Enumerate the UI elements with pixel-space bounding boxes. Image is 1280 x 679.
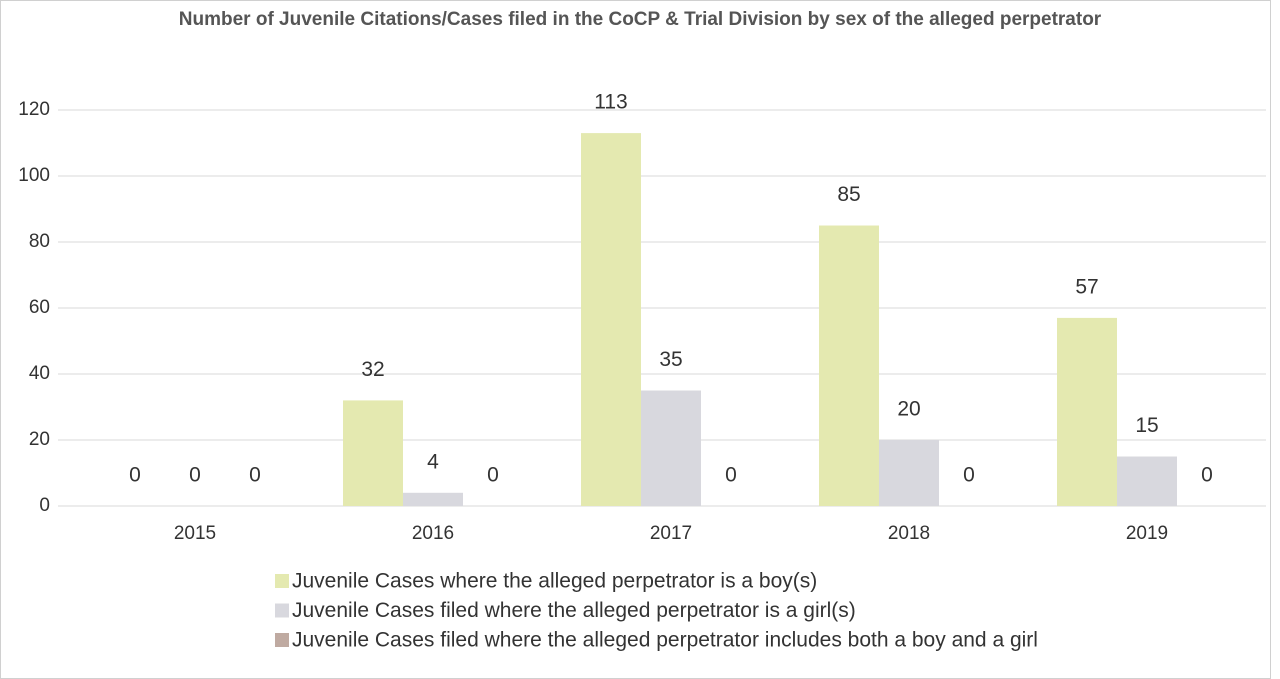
bar [641, 390, 701, 506]
data-label: 113 [594, 91, 627, 114]
data-label: 35 [659, 348, 682, 371]
data-label: 0 [129, 464, 141, 487]
chart-title: Number of Juvenile Citations/Cases filed… [178, 9, 1102, 30]
bar [1117, 456, 1177, 506]
data-label: 0 [963, 464, 975, 487]
data-label: 0 [189, 464, 201, 487]
data-label: 32 [361, 358, 384, 381]
y-tick-label: 40 [29, 363, 50, 384]
data-label: 4 [427, 450, 439, 473]
x-tick-label: 2016 [412, 523, 454, 544]
bar [1057, 317, 1117, 506]
bar [403, 492, 463, 506]
legend-label: Juvenile Cases filed where the alleged p… [292, 599, 856, 622]
legend-swatch [275, 574, 289, 588]
legend-swatch [275, 633, 289, 647]
data-label: 0 [725, 464, 737, 487]
x-tick-label: 2015 [174, 523, 216, 544]
data-label: 57 [1075, 275, 1098, 298]
x-tick-label: 2017 [650, 523, 692, 544]
y-tick-label: 20 [29, 429, 50, 450]
y-tick-label: 0 [39, 495, 50, 516]
y-tick-label: 120 [18, 99, 50, 120]
bar [343, 400, 403, 506]
x-tick-label: 2019 [1126, 523, 1168, 544]
legend-label: Juvenile Cases filed where the alleged p… [292, 629, 1038, 652]
bar [819, 225, 879, 506]
data-label: 0 [249, 464, 261, 487]
bar [879, 440, 939, 506]
data-label: 20 [897, 398, 920, 421]
data-label: 85 [837, 183, 860, 206]
bar [581, 133, 641, 506]
y-tick-label: 60 [29, 297, 50, 318]
data-label: 0 [487, 464, 499, 487]
legend-swatch [275, 603, 289, 618]
data-label: 15 [1135, 414, 1158, 437]
x-tick-label: 2018 [888, 523, 930, 544]
data-label: 0 [1201, 464, 1213, 487]
y-tick-label: 100 [18, 165, 50, 186]
legend-label: Juvenile Cases where the alleged perpetr… [292, 570, 817, 593]
y-tick-label: 80 [29, 231, 50, 252]
